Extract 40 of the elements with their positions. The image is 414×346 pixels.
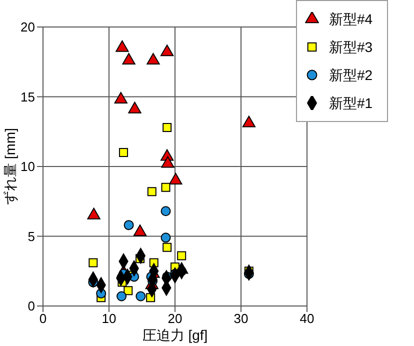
y-tick-label: 10	[20, 159, 35, 174]
point	[119, 148, 128, 158]
y-tick-label: 5	[28, 228, 35, 244]
point	[128, 102, 142, 114]
x-tick-label: 40	[300, 311, 314, 326]
point	[242, 116, 256, 128]
point	[136, 291, 146, 302]
point	[116, 40, 129, 52]
point	[87, 208, 100, 220]
point	[160, 206, 171, 216]
point	[169, 172, 182, 184]
x-tick-label: 20	[168, 311, 182, 326]
point	[124, 286, 133, 296]
x-tick-label: 10	[102, 311, 116, 326]
legend-label: 新型#3	[329, 38, 373, 57]
x-tick-label: 30	[234, 311, 248, 326]
y-tick-label: 20	[20, 20, 35, 35]
point	[162, 242, 172, 252]
point	[160, 232, 171, 243]
legend-label: 新型#4	[329, 10, 373, 29]
point	[116, 291, 127, 302]
y-axis-title: ずれ量 [mm]	[2, 128, 18, 205]
point	[161, 156, 174, 168]
point	[124, 220, 134, 230]
point	[147, 187, 156, 196]
point	[161, 182, 170, 192]
point	[133, 224, 147, 236]
point	[177, 251, 186, 260]
point	[88, 258, 98, 268]
point	[122, 52, 136, 64]
point	[162, 122, 172, 132]
y-tick-label: 15	[20, 89, 35, 104]
legend-label: 新型#1	[329, 94, 373, 113]
point	[146, 52, 160, 64]
y-tick-label: 0	[28, 298, 35, 314]
x-tick-label: 0	[39, 311, 47, 326]
point	[160, 44, 174, 56]
legend-label: 新型#2	[329, 66, 373, 85]
x-axis-title: 圧迫力 [gf]	[142, 327, 208, 343]
point	[114, 92, 128, 104]
